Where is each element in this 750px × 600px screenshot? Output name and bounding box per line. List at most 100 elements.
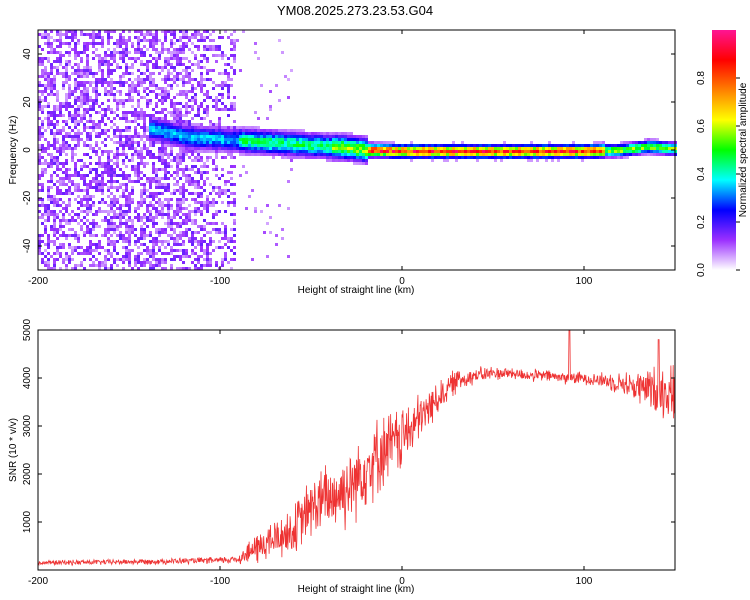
spectrogram-cell (611, 144, 614, 147)
spectrogram-cell (164, 258, 167, 261)
spectrogram-cell (206, 222, 209, 225)
spectrogram-cell (644, 144, 647, 147)
spectrogram-cell (107, 162, 110, 165)
spectrogram-cell (506, 147, 509, 150)
spectrogram-cell (86, 189, 89, 192)
spectrogram-cell (158, 117, 161, 120)
spectrogram-cell (101, 261, 104, 264)
spectrogram-cell (203, 84, 206, 87)
spectrogram-cell (80, 159, 83, 162)
spectrogram-cell (53, 267, 56, 270)
spectrogram-cell (170, 267, 173, 270)
spectrogram-cell (401, 153, 404, 156)
spectrogram-cell (329, 147, 332, 150)
spectrogram-cell (299, 138, 302, 141)
spectrogram-cell (113, 54, 116, 57)
spectrogram-cell (293, 138, 296, 141)
spectrogram-cell (200, 195, 203, 198)
spectrogram-cell (119, 168, 122, 171)
spectrogram-cell (560, 144, 563, 147)
spectrogram-cell (185, 138, 188, 141)
spectrogram-cell (134, 240, 137, 243)
spectrogram-cell (53, 105, 56, 108)
spectrogram-cell (362, 147, 365, 150)
spectrogram-cell (290, 141, 293, 144)
spectrogram-cell (632, 144, 635, 147)
spectrogram-cell (182, 189, 185, 192)
spectrogram-cell (191, 138, 194, 141)
spectrogram-cell (38, 156, 41, 159)
spectrogram-cell (128, 66, 131, 69)
spectrogram-cell (152, 78, 155, 81)
spectrogram-cell (74, 234, 77, 237)
spectrogram-cell (200, 150, 203, 153)
spectrogram-cell (200, 123, 203, 126)
spectrogram-cell (185, 165, 188, 168)
spectrogram-cell (77, 81, 80, 84)
spectrogram-cell (41, 135, 44, 138)
spectrogram-cell (92, 204, 95, 207)
spectrogram-cell (206, 141, 209, 144)
spectrogram-cell (233, 252, 236, 255)
spectrogram-cell (158, 66, 161, 69)
spectrogram-cell (182, 75, 185, 78)
spectrogram-cell (233, 96, 236, 99)
spectrogram-cell (182, 33, 185, 36)
spectrogram-cell (506, 156, 509, 159)
spectrogram-cell (125, 189, 128, 192)
spectrogram-cell (215, 150, 218, 153)
spectrogram-cell (56, 156, 59, 159)
spectrogram-cell (302, 132, 305, 135)
spectrogram-cell (203, 45, 206, 48)
spectrogram-cell (206, 171, 209, 174)
spectrogram-cell (212, 87, 215, 90)
spectrogram-cell (59, 30, 62, 33)
spectrogram-cell (377, 153, 380, 156)
spectrogram-cell (233, 258, 236, 261)
spectrogram-cell (200, 159, 203, 162)
spectrogram-cell (74, 246, 77, 249)
spectrogram-cell (197, 147, 200, 150)
spectrogram-cell (110, 165, 113, 168)
spectrogram-cell (227, 132, 230, 135)
spectrogram-cell (107, 117, 110, 120)
spectrogram-cell (56, 168, 59, 171)
spectrogram-cell (155, 252, 158, 255)
spectrogram-cell (182, 192, 185, 195)
spectrogram-cell (89, 171, 92, 174)
spectrogram-cell (296, 147, 299, 150)
spectrogram-cell (137, 144, 140, 147)
spectrogram-cell (125, 129, 128, 132)
spectrogram-cell (182, 105, 185, 108)
spectrogram-cell (74, 69, 77, 72)
spectrogram-cell (44, 162, 47, 165)
spectrogram-cell (275, 144, 278, 147)
spectrogram-cell (74, 48, 77, 51)
spectrogram-cell (98, 57, 101, 60)
spectrogram-cell (230, 144, 233, 147)
spectrogram-cell (143, 147, 146, 150)
spectrogram-cell (323, 141, 326, 144)
spectrogram-cell (53, 156, 56, 159)
spectrogram-cell (428, 156, 431, 159)
spectrogram-cell (140, 111, 143, 114)
spectrogram-cell (188, 255, 191, 258)
spectrogram-cell (116, 165, 119, 168)
spectrogram-cell (176, 225, 179, 228)
spectrogram-cell (74, 120, 77, 123)
spectrogram-cell (656, 150, 659, 153)
spectrogram-cell (446, 144, 449, 147)
spectrogram-cell (152, 90, 155, 93)
spectrogram-cell (140, 198, 143, 201)
spectrogram-cell (131, 231, 134, 234)
spectrogram-cell (347, 156, 350, 159)
spectrogram-cell (89, 246, 92, 249)
spectrogram-cell (38, 105, 41, 108)
spectrogram-cell (209, 135, 212, 138)
spectrogram-cell (95, 123, 98, 126)
spectrogram-cell (119, 129, 122, 132)
spectrogram-cell (170, 114, 173, 117)
spectrogram-cell (233, 147, 236, 150)
spectrogram-cell (344, 159, 347, 162)
spectrogram-cell (56, 204, 59, 207)
